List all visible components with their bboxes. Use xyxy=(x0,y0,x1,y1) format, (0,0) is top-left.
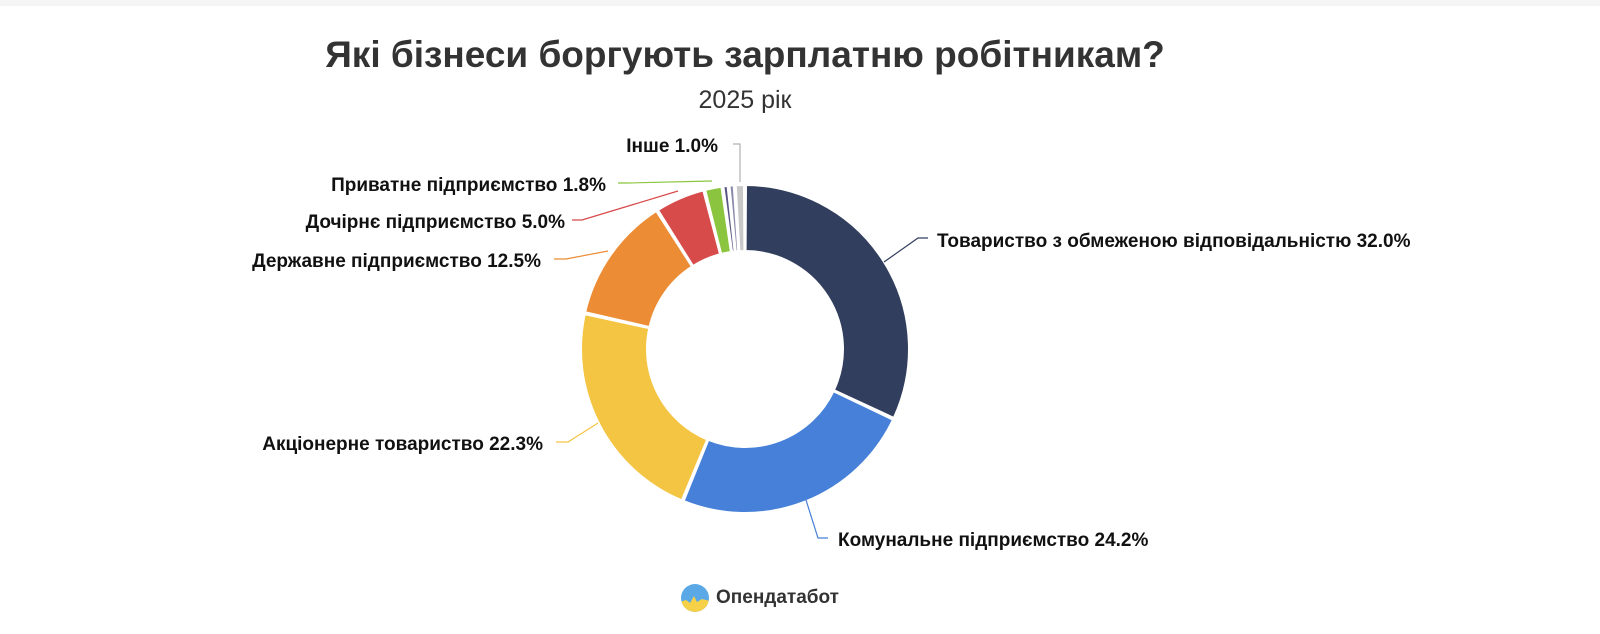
donut-slice[interactable] xyxy=(682,390,894,514)
donut-slice[interactable] xyxy=(704,185,732,255)
donut-slice[interactable] xyxy=(656,189,722,267)
chart-title: Які бізнеси боргують зарплатню робітника… xyxy=(325,34,1165,75)
donut-slice[interactable] xyxy=(734,184,746,253)
leader-line xyxy=(554,250,609,260)
slice-labels: Товариство з обмеженою відповідальністю … xyxy=(252,136,1411,551)
donut-slice[interactable] xyxy=(584,210,693,329)
donut-slice[interactable] xyxy=(744,184,910,419)
slice-label: Державне підприємство 12.5% xyxy=(252,251,541,272)
label-leader-lines xyxy=(554,143,928,539)
leader-line xyxy=(883,237,928,263)
leader-line xyxy=(618,180,713,184)
donut-slice[interactable] xyxy=(728,184,740,253)
leader-line xyxy=(556,422,599,443)
opendatabot-logo-icon xyxy=(681,584,709,612)
slice-label: Акціонерне товариство 22.3% xyxy=(262,434,543,455)
slice-label: Інше 1.0% xyxy=(626,136,718,157)
slice-label: Дочірнє підприємство 5.0% xyxy=(306,212,566,233)
leader-line xyxy=(733,143,741,182)
donut-slice[interactable] xyxy=(722,184,736,253)
donut-slices xyxy=(580,184,910,514)
slice-label: Комунальне підприємство 24.2% xyxy=(838,530,1148,551)
leader-line xyxy=(805,499,828,539)
brand[interactable]: Опендатабот xyxy=(680,582,839,614)
chart-subtitle: 2025 рік xyxy=(698,86,792,114)
top-strip xyxy=(0,0,1600,6)
slice-label: Приватне підприємство 1.8% xyxy=(331,175,606,196)
slice-label: Товариство з обмеженою відповідальністю … xyxy=(937,231,1411,252)
donut-slice[interactable] xyxy=(580,313,709,502)
brand-name: Опендатабот xyxy=(716,587,839,608)
leader-line xyxy=(572,190,679,221)
